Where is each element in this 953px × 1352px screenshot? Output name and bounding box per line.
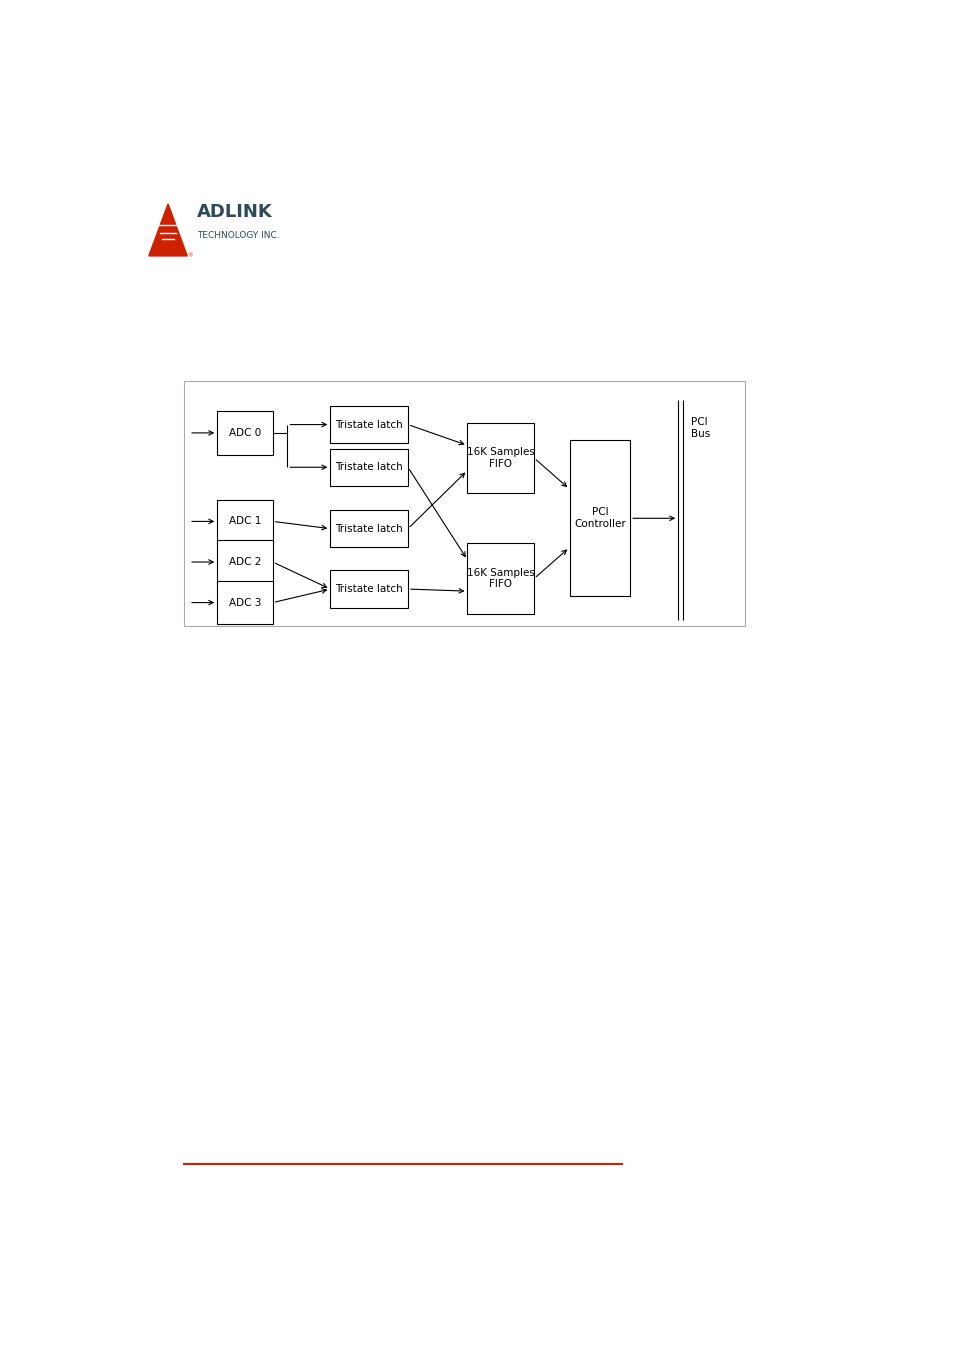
Bar: [217, 411, 273, 454]
Text: 16K Samples
FIFO: 16K Samples FIFO: [466, 448, 534, 469]
Bar: [330, 449, 408, 485]
Bar: [330, 510, 408, 548]
Bar: [217, 541, 273, 584]
Text: Tristate latch: Tristate latch: [335, 419, 402, 430]
Text: ADC 0: ADC 0: [229, 429, 261, 438]
Text: ®: ®: [187, 253, 193, 258]
Text: ADLINK: ADLINK: [196, 203, 273, 222]
Text: Tristate latch: Tristate latch: [335, 584, 402, 594]
Bar: [467, 544, 534, 614]
Text: ADC 2: ADC 2: [229, 557, 261, 566]
Text: TECHNOLOGY INC.: TECHNOLOGY INC.: [196, 231, 279, 239]
Bar: [569, 441, 630, 596]
Polygon shape: [149, 204, 187, 256]
Bar: [217, 581, 273, 625]
Bar: [183, 381, 744, 626]
Bar: [467, 423, 534, 493]
Text: Tristate latch: Tristate latch: [335, 523, 402, 534]
Text: 16K Samples
FIFO: 16K Samples FIFO: [466, 568, 534, 589]
Text: ADC 1: ADC 1: [229, 516, 261, 526]
Text: Tristate latch: Tristate latch: [335, 462, 402, 472]
Text: ADC 3: ADC 3: [229, 598, 261, 607]
Bar: [330, 406, 408, 443]
Bar: [330, 571, 408, 608]
Bar: [217, 499, 273, 544]
Text: PCI
Bus: PCI Bus: [690, 416, 709, 438]
Text: PCI
Controller: PCI Controller: [574, 507, 625, 529]
